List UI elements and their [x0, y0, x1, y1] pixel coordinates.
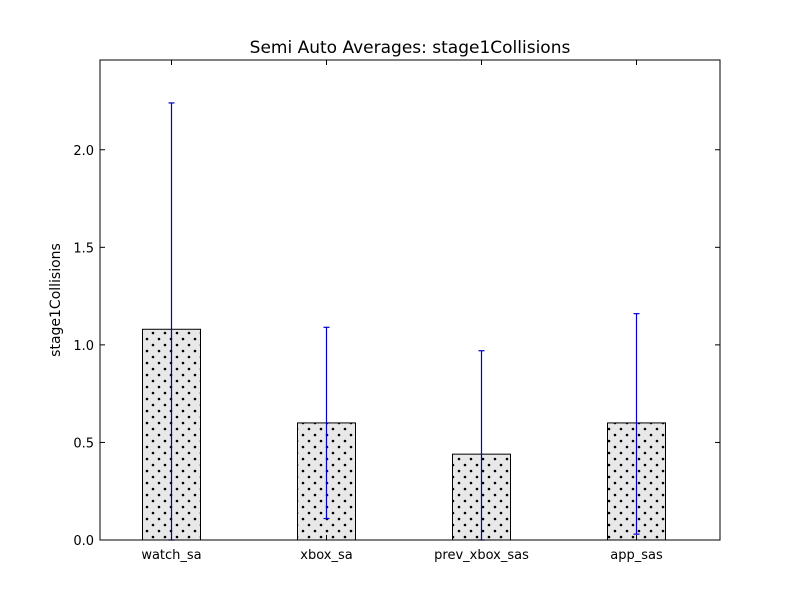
y-tick-label: 1.5: [73, 241, 94, 256]
y-tick-label: 0.5: [73, 436, 94, 451]
y-tick-label: 2.0: [73, 144, 94, 159]
plot-frame: [99, 59, 721, 541]
y-tick-label: 0.0: [73, 534, 94, 549]
x-tick-label: watch_sa: [141, 548, 201, 563]
plot-area: 0.0 0.5 1.0 1.5 2.0 watch_sa xbox_sa prev_xbox_…: [73, 60, 720, 563]
y-tick-label: 1.0: [73, 339, 94, 354]
x-tick-label: xbox_sa: [300, 548, 352, 563]
y-axis-label: stage1Collisions: [48, 243, 64, 357]
chart-title: Semi Auto Averages: stage1Collisions: [250, 38, 571, 58]
x-tick-label: prev_xbox_sas: [434, 548, 529, 563]
x-tick-label: app_sas: [610, 548, 663, 563]
